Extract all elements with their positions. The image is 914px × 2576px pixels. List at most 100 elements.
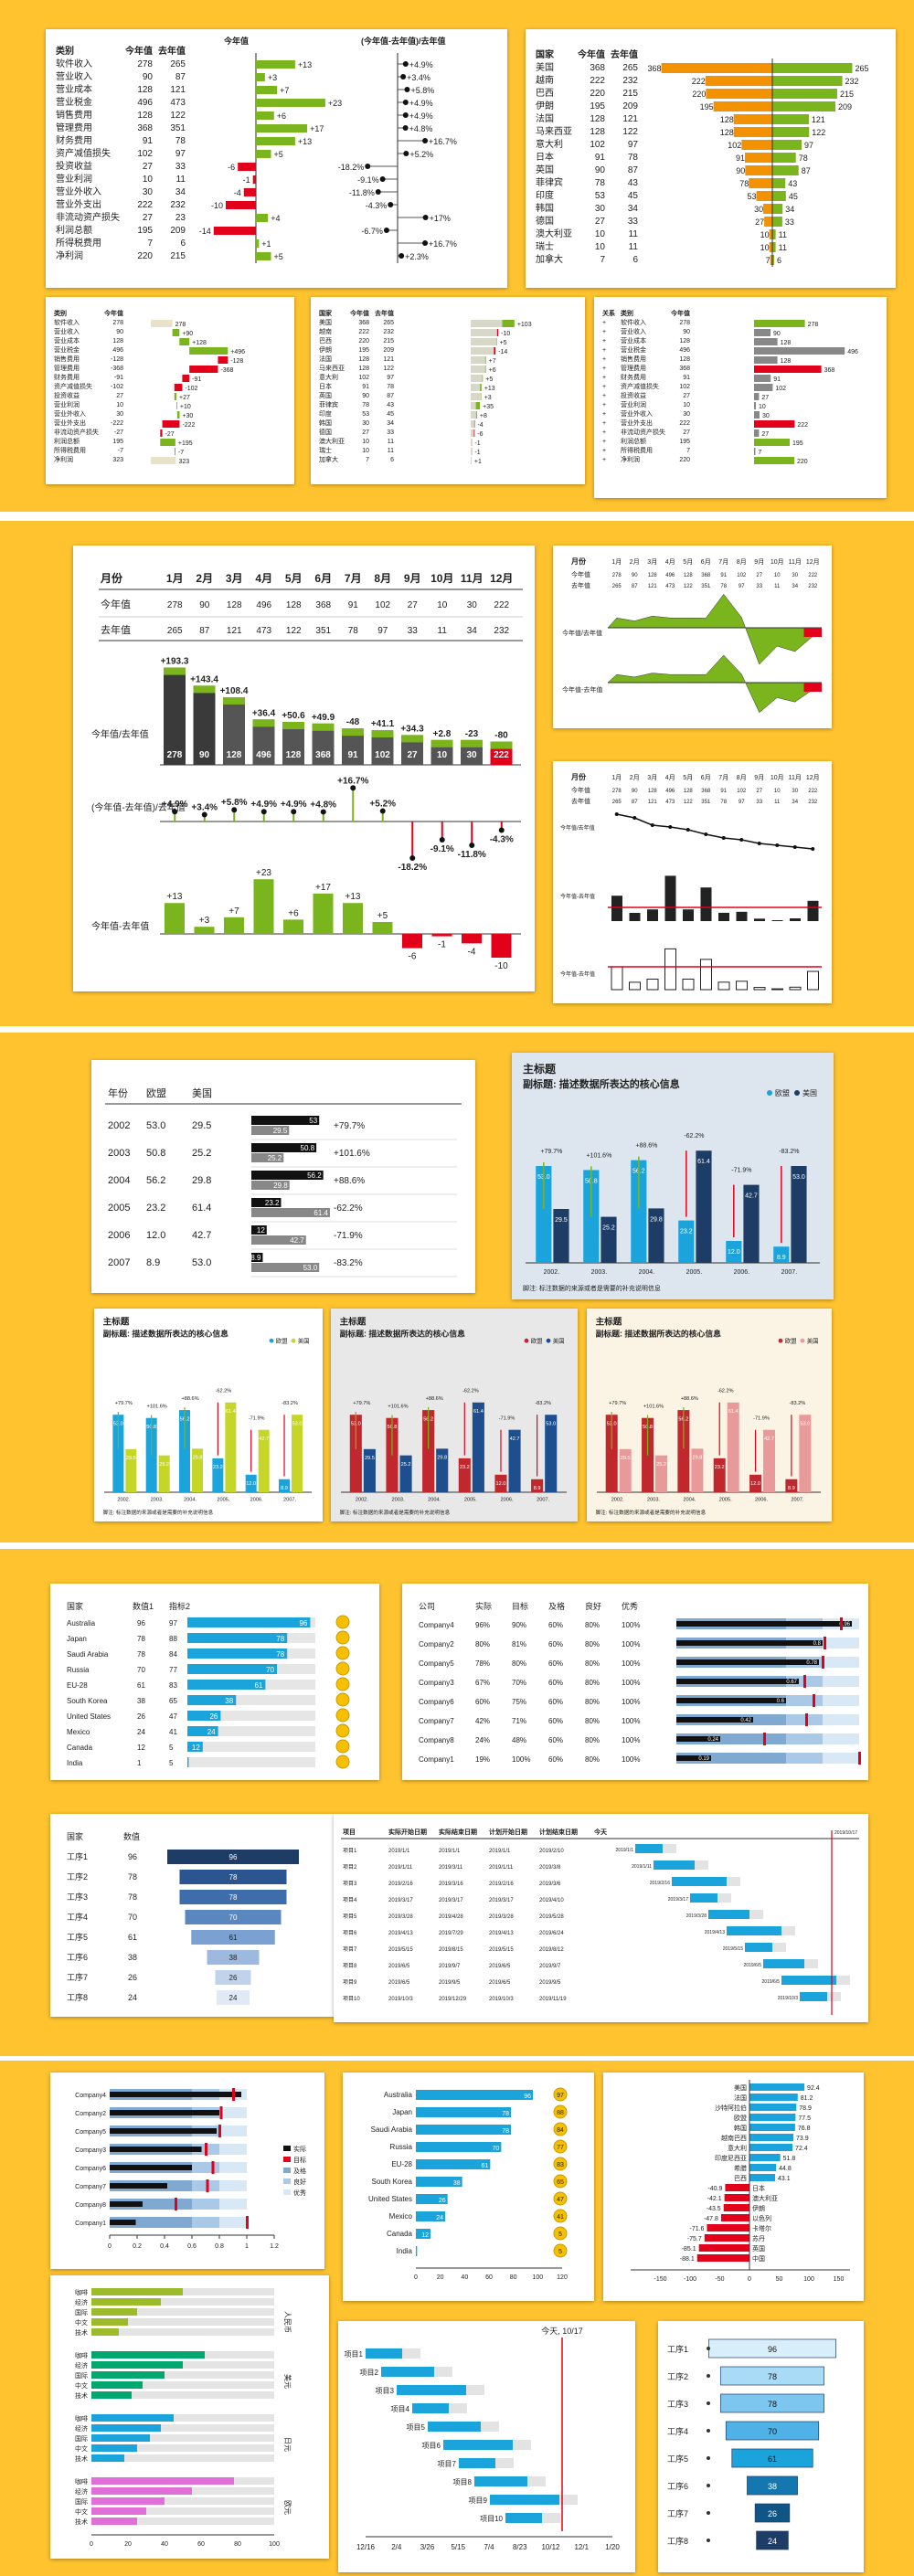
table-cell: 澳大利亚	[536, 229, 572, 239]
month-label: 月份	[100, 571, 123, 585]
eu-column-label: 8.9	[788, 1486, 795, 1491]
table-row: + 营业外支出 222	[600, 419, 693, 429]
table-cell: +	[602, 375, 607, 381]
delta-label: +8	[480, 413, 487, 419]
value-label: 51.8	[783, 2156, 796, 2162]
waterfall-label: -128	[230, 358, 243, 365]
table-cell: 营业税金	[54, 347, 80, 354]
bar-label: 96	[299, 1619, 307, 1627]
table-row: 利润总额 195 209	[53, 225, 188, 238]
us-column	[648, 1208, 664, 1263]
company-cell: Company1	[419, 1755, 454, 1764]
table-cell: 7	[600, 255, 605, 265]
diff-label: +3	[268, 73, 277, 82]
score-circle	[553, 2122, 568, 2136]
table-cell: 营业外支出	[621, 420, 653, 427]
axis-tick-label: 0.6	[187, 2243, 197, 2250]
table-row: 法国 128 121	[316, 355, 397, 365]
step-marker	[707, 2511, 710, 2515]
diff-label: +13	[298, 137, 312, 146]
company-cell: 80%	[585, 1755, 600, 1764]
axis-tick-label: 0	[748, 2276, 751, 2283]
eu-bar	[251, 1116, 320, 1125]
abs-value: +6	[288, 908, 299, 918]
prev-bar	[772, 242, 776, 252]
area-neg-tail	[803, 683, 822, 692]
table-cell: 278	[679, 320, 690, 326]
bar-label: 26	[439, 2198, 446, 2204]
ratio-bar-dark	[193, 685, 216, 765]
us-bar	[251, 1235, 306, 1245]
table-cell: 10	[362, 439, 369, 445]
grouped-bar	[91, 2497, 165, 2505]
table-cell: 121	[170, 85, 186, 95]
diff-bar	[256, 239, 260, 248]
year-tick: 2006.	[734, 1269, 750, 1276]
actual-bar	[459, 2458, 495, 2468]
step-name: 工序3	[67, 1892, 88, 1902]
gantt-cell: 2019/12/29	[439, 1997, 467, 2002]
task-label: 项目3	[376, 2387, 395, 2395]
grouped-bar	[91, 2318, 128, 2326]
bar-track	[91, 2507, 274, 2515]
gantt-bar-label: 2019/4/13	[705, 1930, 725, 1935]
year-tick: 2004.	[683, 1498, 696, 1503]
table-cell: 6	[180, 239, 186, 249]
diff-bar	[256, 124, 308, 133]
table-cell: 美国	[319, 320, 332, 326]
pct-change-label: +79.7%	[609, 1401, 626, 1406]
waterfall-label: -102	[185, 386, 197, 392]
table-cell: 10	[116, 402, 123, 408]
table-row: 瑞士 10 11	[533, 241, 641, 254]
grouped-bar	[91, 2477, 234, 2485]
chart-footnote: 脚注: 标注数据的来源或者是需要的补充说明信息	[340, 1509, 451, 1516]
actual-bar	[428, 2422, 481, 2432]
country-label: Canada	[387, 2230, 413, 2238]
diff-mini-chart: +103-10+5-14+7+6+5+13+3+35+8-4-6-1-1+1	[471, 320, 532, 465]
us-column	[225, 1402, 237, 1492]
target-marker	[205, 2143, 207, 2156]
prev-bar-label: 97	[804, 141, 813, 150]
table-cell: 102	[358, 375, 369, 381]
axis-tick-label: 100	[532, 2274, 543, 2281]
score-circle	[553, 2104, 568, 2119]
pct-change-label: -62.2%	[462, 1389, 479, 1394]
diff-bar	[226, 201, 256, 209]
column-header: 今年值	[350, 311, 369, 317]
waterfall-label: -27	[165, 431, 175, 438]
table-cell: 7	[686, 448, 690, 454]
actual-bar	[800, 1992, 827, 2001]
dark-bar	[771, 920, 783, 921]
prev-bar	[772, 140, 802, 150]
ratio-inner-label: 30	[466, 750, 477, 760]
actual-bar	[110, 2147, 202, 2152]
relation-bar	[754, 411, 760, 419]
diff-label: +23	[328, 99, 342, 108]
table-row: 日本 91 78	[316, 383, 397, 392]
company-cell: 100%	[622, 1736, 640, 1744]
axis-tick-label: 1.2	[270, 2243, 279, 2250]
diverging-bar	[749, 2083, 805, 2091]
pct-dot	[172, 809, 178, 815]
dark-bar	[790, 918, 801, 921]
score-circle	[335, 1723, 350, 1738]
table-cell: 90	[362, 393, 369, 399]
step-value: 26	[128, 1973, 137, 1982]
table-cell: 美国	[536, 63, 554, 73]
month-tick: 7月	[718, 774, 728, 781]
us-column	[727, 1402, 739, 1492]
abs-bar	[343, 903, 363, 934]
row2-label: 今年值/去年值	[91, 728, 149, 740]
pct-change-label: -71.9%	[753, 1415, 770, 1421]
eu-bar-label: 23.2	[265, 1199, 280, 1207]
column-header: 去年值	[375, 311, 394, 317]
target-marker	[858, 1752, 861, 1765]
step-value: 61	[128, 1933, 137, 1942]
prev-label: 去年值	[101, 623, 131, 636]
item-label: 国际	[75, 2497, 88, 2506]
delta-bar	[495, 338, 497, 345]
pct-label: -6.7%	[361, 227, 383, 236]
eu-column	[279, 1479, 291, 1492]
